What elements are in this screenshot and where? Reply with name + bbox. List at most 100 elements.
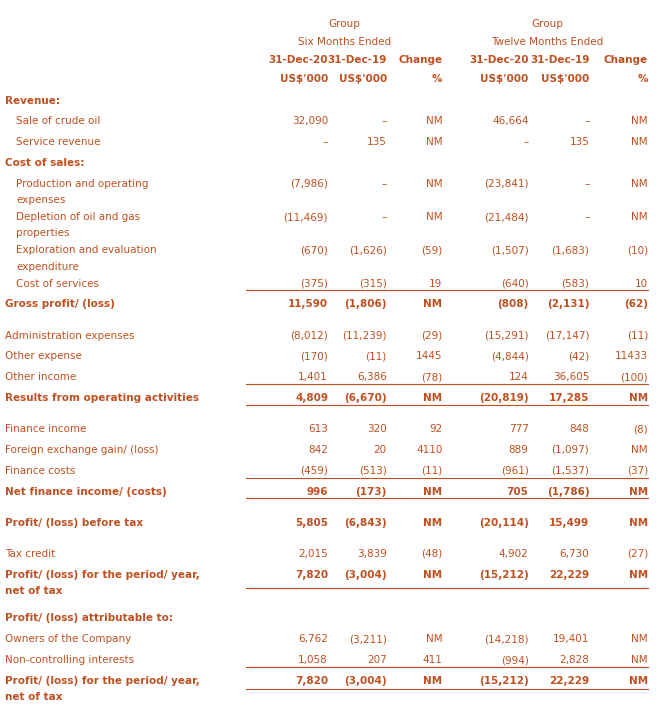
Text: Non-controlling interests: Non-controlling interests bbox=[5, 655, 134, 665]
Text: (1,097): (1,097) bbox=[552, 445, 589, 455]
Text: (10): (10) bbox=[627, 245, 648, 256]
Text: (961): (961) bbox=[501, 466, 529, 476]
Text: 6,730: 6,730 bbox=[560, 549, 589, 559]
Text: US$'000: US$'000 bbox=[279, 74, 328, 84]
Text: Group: Group bbox=[531, 19, 564, 29]
Text: (11,469): (11,469) bbox=[283, 212, 328, 222]
Text: (11,239): (11,239) bbox=[342, 331, 387, 341]
Text: –: – bbox=[584, 179, 589, 189]
Text: NM: NM bbox=[426, 212, 442, 222]
Text: Revenue:: Revenue: bbox=[5, 96, 60, 106]
Text: Administration expenses: Administration expenses bbox=[5, 331, 134, 341]
Text: 15,499: 15,499 bbox=[549, 517, 589, 528]
Text: 19: 19 bbox=[429, 279, 442, 289]
Text: NM: NM bbox=[629, 486, 648, 496]
Text: Group: Group bbox=[329, 19, 360, 29]
Text: Cost of sales:: Cost of sales: bbox=[5, 158, 84, 168]
Text: 124: 124 bbox=[508, 372, 529, 382]
Text: Production and operating: Production and operating bbox=[16, 179, 149, 189]
Text: NM: NM bbox=[629, 393, 648, 403]
Text: (375): (375) bbox=[300, 279, 328, 289]
Text: 4,902: 4,902 bbox=[499, 549, 529, 559]
Text: (8,012): (8,012) bbox=[290, 331, 328, 341]
Text: NM: NM bbox=[423, 299, 442, 309]
Text: NM: NM bbox=[426, 634, 442, 644]
Text: 11,590: 11,590 bbox=[288, 299, 328, 309]
Text: 20: 20 bbox=[374, 445, 387, 455]
Text: 2,015: 2,015 bbox=[298, 549, 328, 559]
Text: –: – bbox=[584, 116, 589, 127]
Text: 2,828: 2,828 bbox=[560, 655, 589, 665]
Text: Finance income: Finance income bbox=[5, 425, 86, 434]
Text: (37): (37) bbox=[627, 466, 648, 476]
Text: (6,670): (6,670) bbox=[344, 393, 387, 403]
Text: –: – bbox=[523, 137, 529, 147]
Text: Net finance income/ (costs): Net finance income/ (costs) bbox=[5, 486, 167, 496]
Text: (994): (994) bbox=[501, 655, 529, 665]
Text: (1,537): (1,537) bbox=[552, 466, 589, 476]
Text: 6,386: 6,386 bbox=[357, 372, 387, 382]
Text: (4,844): (4,844) bbox=[491, 351, 529, 361]
Text: (23,841): (23,841) bbox=[484, 179, 529, 189]
Text: Profit/ (loss) for the period/ year,: Profit/ (loss) for the period/ year, bbox=[5, 676, 199, 686]
Text: Six Months Ended: Six Months Ended bbox=[298, 37, 391, 47]
Text: (1,683): (1,683) bbox=[552, 245, 589, 256]
Text: 1,401: 1,401 bbox=[298, 372, 328, 382]
Text: Profit/ (loss) before tax: Profit/ (loss) before tax bbox=[5, 517, 143, 528]
Text: Exploration and evaluation: Exploration and evaluation bbox=[16, 245, 157, 256]
Text: (670): (670) bbox=[300, 245, 328, 256]
Text: Depletion of oil and gas: Depletion of oil and gas bbox=[16, 212, 140, 222]
Text: NM: NM bbox=[632, 634, 648, 644]
Text: NM: NM bbox=[426, 116, 442, 127]
Text: NM: NM bbox=[423, 570, 442, 580]
Text: Profit/ (loss) attributable to:: Profit/ (loss) attributable to: bbox=[5, 613, 173, 624]
Text: US$'000: US$'000 bbox=[541, 74, 589, 84]
Text: (11): (11) bbox=[627, 331, 648, 341]
Text: (21,484): (21,484) bbox=[484, 212, 529, 222]
Text: (1,786): (1,786) bbox=[546, 486, 589, 496]
Text: (1,806): (1,806) bbox=[344, 299, 387, 309]
Text: (15,212): (15,212) bbox=[479, 676, 529, 686]
Text: Profit/ (loss) for the period/ year,: Profit/ (loss) for the period/ year, bbox=[5, 570, 199, 580]
Text: 411: 411 bbox=[422, 655, 442, 665]
Text: net of tax: net of tax bbox=[5, 586, 62, 596]
Text: expenditure: expenditure bbox=[16, 262, 79, 272]
Text: Gross profit/ (loss): Gross profit/ (loss) bbox=[5, 299, 115, 309]
Text: Cost of services: Cost of services bbox=[16, 279, 100, 289]
Text: 19,401: 19,401 bbox=[553, 634, 589, 644]
Text: 5,805: 5,805 bbox=[295, 517, 328, 528]
Text: (513): (513) bbox=[359, 466, 387, 476]
Text: 32,090: 32,090 bbox=[292, 116, 328, 127]
Text: (29): (29) bbox=[421, 331, 442, 341]
Text: (170): (170) bbox=[300, 351, 328, 361]
Text: 1,058: 1,058 bbox=[298, 655, 328, 665]
Text: NM: NM bbox=[629, 517, 648, 528]
Text: (15,291): (15,291) bbox=[484, 331, 529, 341]
Text: –: – bbox=[382, 116, 387, 127]
Text: Sale of crude oil: Sale of crude oil bbox=[16, 116, 101, 127]
Text: NM: NM bbox=[423, 517, 442, 528]
Text: NM: NM bbox=[632, 137, 648, 147]
Text: NM: NM bbox=[629, 676, 648, 686]
Text: 842: 842 bbox=[308, 445, 328, 455]
Text: –: – bbox=[382, 212, 387, 222]
Text: NM: NM bbox=[632, 179, 648, 189]
Text: (20,819): (20,819) bbox=[479, 393, 529, 403]
Text: Other expense: Other expense bbox=[5, 351, 81, 361]
Text: 6,762: 6,762 bbox=[298, 634, 328, 644]
Text: 996: 996 bbox=[306, 486, 328, 496]
Text: (1,507): (1,507) bbox=[491, 245, 529, 256]
Text: Twelve Months Ended: Twelve Months Ended bbox=[491, 37, 604, 47]
Text: (62): (62) bbox=[624, 299, 648, 309]
Text: NM: NM bbox=[632, 445, 648, 455]
Text: 31-Dec-20: 31-Dec-20 bbox=[268, 56, 328, 65]
Text: NM: NM bbox=[629, 570, 648, 580]
Text: –: – bbox=[323, 137, 328, 147]
Text: NM: NM bbox=[423, 486, 442, 496]
Text: Foreign exchange gain/ (loss): Foreign exchange gain/ (loss) bbox=[5, 445, 158, 455]
Text: Tax credit: Tax credit bbox=[5, 549, 55, 559]
Text: (15,212): (15,212) bbox=[479, 570, 529, 580]
Text: 7,820: 7,820 bbox=[295, 570, 328, 580]
Text: net of tax: net of tax bbox=[5, 692, 62, 702]
Text: Change: Change bbox=[398, 56, 442, 65]
